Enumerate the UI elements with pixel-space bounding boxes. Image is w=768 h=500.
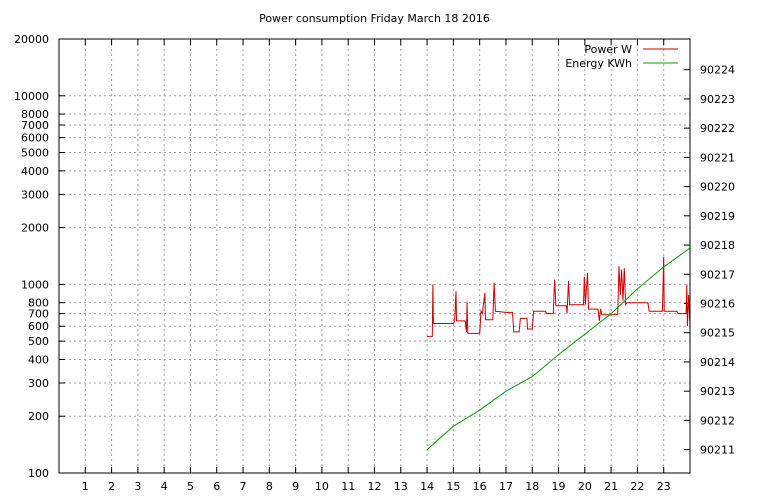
x-tick-label-7: 7 <box>240 480 247 493</box>
x-tick-label-20: 20 <box>578 480 592 493</box>
y-tick-label-1000: 1000 <box>21 278 49 291</box>
grid <box>59 38 690 474</box>
x-tick-label-17: 17 <box>499 480 513 493</box>
y-tick-label-400: 400 <box>28 353 49 366</box>
y-tick-label-20000: 20000 <box>14 33 49 46</box>
legend-item-energy: Energy KWh <box>565 57 678 70</box>
y2-tick-label-90216: 90216 <box>700 297 735 310</box>
y2-tick-label-90224: 90224 <box>700 64 735 77</box>
legend-item-power: Power W <box>584 43 678 56</box>
x-tick-label-18: 18 <box>525 480 539 493</box>
x-tick-label-13: 13 <box>394 480 408 493</box>
x-tick-label-6: 6 <box>213 480 220 493</box>
y-tick-label-8000: 8000 <box>21 108 49 121</box>
series-line-power <box>427 256 691 337</box>
y-tick-label-4000: 4000 <box>21 165 49 178</box>
x-tick-label-16: 16 <box>473 480 487 493</box>
series-line-energy <box>426 247 691 450</box>
y-tick-label-2000: 2000 <box>21 222 49 235</box>
series <box>426 247 691 450</box>
plot-frame <box>58 38 691 474</box>
x-tick-label-3: 3 <box>134 480 141 493</box>
x-tick-label-12: 12 <box>368 480 382 493</box>
y-tick-label-3000: 3000 <box>21 188 49 201</box>
y2-tick-label-90212: 90212 <box>700 414 735 427</box>
x-tick-label-2: 2 <box>108 480 115 493</box>
x-tick-label-23: 23 <box>657 480 671 493</box>
y2-tick-label-90215: 90215 <box>700 327 735 340</box>
y-tick-label-500: 500 <box>28 335 49 348</box>
chart-title: Power consumption Friday March 18 2016 <box>259 12 490 25</box>
x-tick-label-21: 21 <box>604 480 618 493</box>
x-tick-label-19: 19 <box>552 480 566 493</box>
y2-tick-label-90218: 90218 <box>700 239 735 252</box>
legend: Power W Energy KWh <box>565 43 678 70</box>
y-tick-label-600: 600 <box>28 320 49 333</box>
x-tick-label-10: 10 <box>315 480 329 493</box>
y2-tick-label-90223: 90223 <box>700 93 735 106</box>
x-tick-label-5: 5 <box>187 480 194 493</box>
y-tick-label-10000: 10000 <box>14 90 49 103</box>
y-tick-label-5000: 5000 <box>21 147 49 160</box>
y2-tick-label-90222: 90222 <box>700 122 735 135</box>
y2-tick-label-90211: 90211 <box>700 444 735 457</box>
y2-tick-label-90213: 90213 <box>700 385 735 398</box>
y-tick-label-200: 200 <box>28 410 49 423</box>
y-axis-right: 90211 90212 90213 90214 90215 90216 90217 90218… <box>684 64 735 457</box>
y2-tick-label-90217: 90217 <box>700 268 735 281</box>
x-tick-label-15: 15 <box>446 480 460 493</box>
y-tick-label-800: 800 <box>28 297 49 310</box>
y2-tick-label-90219: 90219 <box>700 210 735 223</box>
x-tick-label-14: 14 <box>420 480 434 493</box>
x-tick-label-4: 4 <box>161 480 168 493</box>
y2-tick-label-90220: 90220 <box>700 181 735 194</box>
y-tick-label-7000: 7000 <box>21 119 49 132</box>
y2-tick-label-90214: 90214 <box>700 356 735 369</box>
y2-tick-label-90221: 90221 <box>700 151 735 164</box>
x-tick-label-8: 8 <box>266 480 273 493</box>
x-tick-label-11: 11 <box>341 480 355 493</box>
y-tick-label-700: 700 <box>28 308 49 321</box>
x-tick-label-1: 1 <box>82 480 89 493</box>
y-tick-label-100: 100 <box>28 467 49 480</box>
y-tick-label-300: 300 <box>28 377 49 390</box>
x-axis: 1 2 3 4 5 6 7 8 9 10 11 12 13 14 15 16 17 18 19 20 21 22 23 <box>82 39 671 493</box>
x-tick-label-9: 9 <box>292 480 299 493</box>
legend-label-power: Power W <box>584 43 632 56</box>
y-tick-label-6000: 6000 <box>21 132 49 145</box>
legend-label-energy: Energy KWh <box>565 57 632 70</box>
x-tick-label-22: 22 <box>630 480 644 493</box>
